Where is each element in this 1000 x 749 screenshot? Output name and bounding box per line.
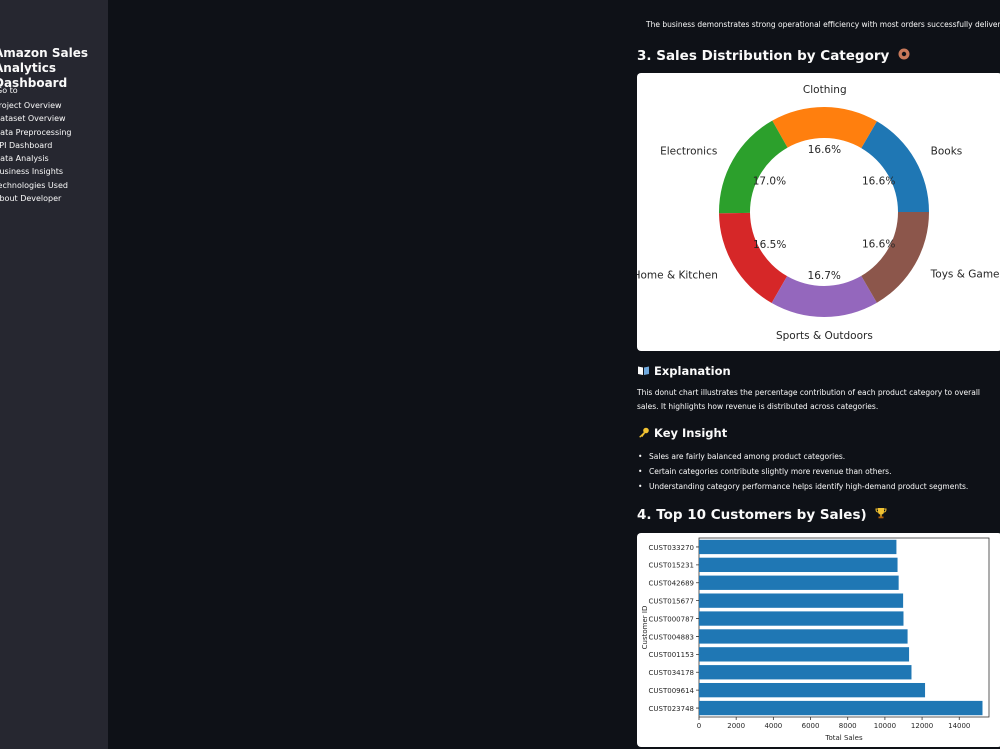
- section3-heading: 3. Sales Distribution by Category: [637, 48, 910, 64]
- donut-pct-books: 16.6%: [862, 176, 895, 188]
- sidebar-item-dataset-overview[interactable]: Dataset Overview: [0, 114, 66, 124]
- list-item: Certain categories contribute slightly m…: [637, 464, 968, 479]
- donut-chart: Books 16.6% Clothing 16.6% Electronics 17.0% H…: [637, 84, 1000, 342]
- donut-label-sports-and-outdoors: Sports & Outdoors: [776, 330, 873, 342]
- donut-pct-home-and-kitchen: 16.5%: [753, 239, 786, 251]
- list-item: Sales are fairly balanced among product …: [637, 449, 968, 464]
- x-tick-label: 0: [697, 722, 701, 730]
- sidebar-item-kpi-dashboard[interactable]: KPI Dashboard: [0, 140, 53, 150]
- y-axis-label: Customer ID: [641, 606, 649, 650]
- section4-title: 4. Top 10 Customers by Sales): [637, 507, 867, 523]
- trophy-icon: [875, 507, 887, 523]
- donut-slice-electronics: [719, 120, 788, 214]
- donut-pct-toys-and-games: 16.6%: [862, 238, 895, 250]
- y-tick-label: CUST015231: [649, 562, 694, 570]
- y-tick-label: CUST023748: [649, 705, 694, 713]
- partial-insight-text: The business demonstrates strong operati…: [646, 20, 1000, 29]
- sidebar-item-data-analysis[interactable]: Data Analysis: [0, 154, 49, 164]
- explanation-title: Explanation: [654, 364, 731, 378]
- bar-cust000787: [699, 611, 904, 626]
- bar-cust023748: [699, 700, 983, 716]
- y-tick-label: CUST001153: [649, 651, 694, 659]
- donut-slice-toys-and-games: [861, 212, 929, 303]
- x-tick-label: 14000: [948, 722, 970, 730]
- bar-chart: CUST033270 CUST015231 CUST042689 CUST015677…: [641, 537, 990, 742]
- sidebar-nav: Project Overview Dataset Overview Data P…: [0, 99, 71, 205]
- list-item: Understanding category performance helps…: [637, 479, 968, 494]
- y-tick-label: CUST004883: [649, 633, 694, 641]
- donut-label-books: Books: [931, 146, 963, 158]
- sidebar-title: Amazon Sales Analytics Dashboard: [0, 46, 88, 90]
- key-insight-heading: Key Insight: [637, 426, 727, 440]
- key-icon: [637, 426, 654, 440]
- bar-cust004883: [699, 629, 908, 644]
- explanation-text: This donut chart illustrates the percent…: [637, 388, 981, 411]
- main-content: The business demonstrates strong operati…: [108, 0, 1000, 749]
- section3-title: 3. Sales Distribution by Category: [637, 48, 890, 64]
- bar-cust042689: [699, 575, 899, 590]
- sidebar-item-project-overview[interactable]: Project Overview: [0, 101, 62, 110]
- donut-label-clothing: Clothing: [803, 84, 847, 96]
- x-tick-label: 4000: [764, 722, 782, 730]
- donut-emoji-icon: [898, 48, 910, 64]
- y-tick-label: CUST009614: [649, 687, 695, 695]
- x-tick-label: 6000: [802, 722, 820, 730]
- y-tick-label: CUST042689: [649, 580, 694, 588]
- bar-cust033270: [699, 539, 897, 555]
- donut-label-home-and-kitchen: Home & Kitchen: [637, 269, 718, 281]
- sidebar-item-about-developer[interactable]: About Developer: [0, 194, 62, 204]
- donut-slice-clothing: [772, 106, 877, 149]
- donut-label-electronics: Electronics: [660, 146, 717, 158]
- donut-pct-clothing: 16.6%: [808, 144, 841, 156]
- y-tick-label: CUST033270: [649, 544, 694, 552]
- section4-heading: 4. Top 10 Customers by Sales): [637, 507, 887, 523]
- y-tick-label: CUST034178: [649, 669, 694, 677]
- bar-cust015231: [699, 557, 898, 573]
- bar-cust015677: [699, 593, 904, 608]
- x-tick-label: 10000: [874, 722, 896, 730]
- key-insight-title: Key Insight: [654, 426, 728, 440]
- bar-cust009614: [699, 682, 926, 698]
- x-tick-label: 2000: [727, 722, 745, 730]
- donut-slice-sports-and-outdoors: [771, 275, 877, 317]
- y-tick-label: CUST015677: [649, 597, 694, 605]
- explanation-heading: Explanation: [637, 364, 731, 378]
- donut-pct-electronics: 17.0%: [753, 176, 786, 188]
- x-axis-label: Total Sales: [824, 734, 863, 742]
- sidebar-item-business-insights[interactable]: Business Insights: [0, 167, 64, 177]
- sidebar: Amazon Sales Analytics Dashboard Go to P…: [0, 0, 108, 749]
- donut-label-toys-and-games: Toys & Games: [930, 268, 1000, 280]
- sidebar-radio-group-label: Go to: [0, 86, 18, 95]
- x-tick-label: 12000: [911, 722, 933, 730]
- donut-pct-sports-and-outdoors: 16.7%: [808, 270, 841, 282]
- bar-chart-card: CUST033270 CUST015231 CUST042689 CUST015677…: [637, 533, 1000, 747]
- sidebar-item-data-preprocessing[interactable]: Data Preprocessing: [0, 127, 72, 137]
- y-tick-label: CUST000787: [649, 615, 694, 623]
- key-insight-list: Sales are fairly balanced among product …: [637, 449, 968, 494]
- x-tick-label: 8000: [839, 722, 857, 730]
- book-icon: [637, 364, 654, 378]
- donut-slice-home-and-kitchen: [719, 212, 788, 304]
- donut-slice-books: [861, 121, 929, 212]
- sidebar-item-technologies-used[interactable]: Technologies Used: [0, 180, 68, 190]
- plot-frame: [698, 537, 990, 718]
- bar-cust001153: [699, 647, 910, 662]
- donut-chart-card: Books 16.6% Clothing 16.6% Electronics 17.0% H…: [637, 73, 1000, 351]
- bar-cust034178: [699, 665, 912, 680]
